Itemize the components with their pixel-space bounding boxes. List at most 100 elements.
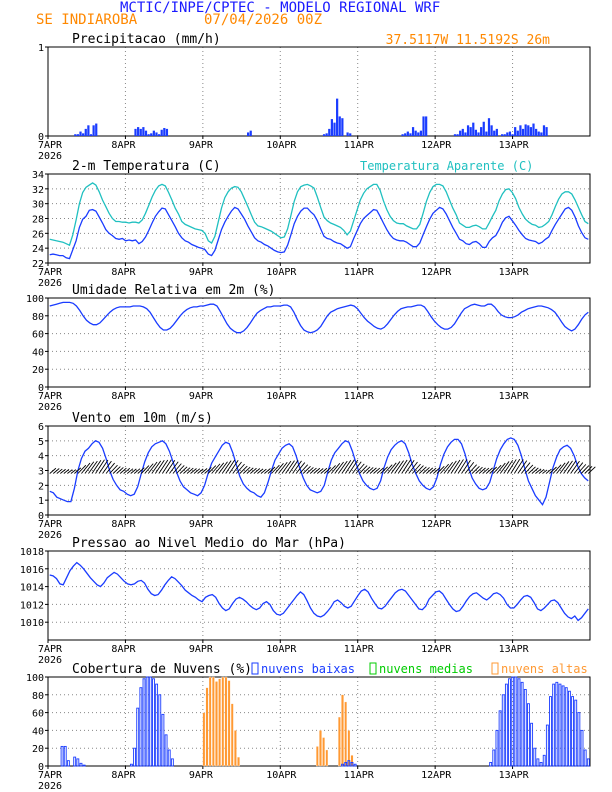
wind-arrow <box>337 460 348 474</box>
precip-bar <box>325 133 328 136</box>
high-cloud-bar <box>227 680 231 767</box>
wind-arrow <box>133 468 141 474</box>
year-label: 2026 <box>38 151 62 162</box>
precip-bar <box>155 132 158 136</box>
precip-bar <box>511 134 514 136</box>
y-tick-label: 100 <box>26 673 44 684</box>
wind-arrow <box>450 459 461 474</box>
wind-arrow <box>492 464 502 474</box>
y-tick-label: 3 <box>38 467 44 478</box>
y-tick-label: 80 <box>32 691 44 702</box>
x-tick-label: 7APR <box>38 140 63 151</box>
wind-arrow <box>570 460 580 474</box>
precip-bar <box>409 133 412 136</box>
legend-label: nuvens medias <box>379 662 473 676</box>
wind-arrow <box>418 466 427 474</box>
precip-bar <box>540 132 543 136</box>
precip-bar <box>95 123 98 136</box>
precip-bar <box>336 98 339 136</box>
header-run: 07/04/2026 00Z <box>204 12 323 28</box>
wind-arrow <box>584 466 593 474</box>
wind-arrow <box>218 461 228 474</box>
series-line <box>49 182 589 247</box>
x-tick-label: 9APR <box>189 770 214 781</box>
wind-arrow <box>563 460 573 474</box>
x-tick-label: 11APR <box>344 391 375 402</box>
y-tick-label: 80 <box>32 312 44 323</box>
x-tick-label: 9APR <box>189 140 214 151</box>
y-tick-label: 28 <box>32 215 44 226</box>
wind-arrow <box>436 466 445 474</box>
precip-bar <box>139 128 142 136</box>
wind-arrow <box>179 466 188 474</box>
low-cloud-bar <box>489 761 493 767</box>
wind-arrow <box>274 463 284 474</box>
wind-arrow <box>172 463 182 474</box>
precip-bar <box>527 125 530 136</box>
y-tick-label: 1 <box>38 496 44 507</box>
precip-bar <box>92 125 95 136</box>
wind-arrow <box>204 467 212 474</box>
precip-bar <box>477 132 480 136</box>
year-label: 2026 <box>38 530 62 541</box>
wind-arrow <box>521 462 531 474</box>
high-cloud-bar <box>315 746 319 767</box>
x-tick-label: 13APR <box>499 519 530 530</box>
y-tick-label: 1010 <box>20 618 44 629</box>
panel-frame <box>47 550 591 641</box>
low-cloud-bar <box>492 749 496 767</box>
precip-bar <box>545 127 548 136</box>
precip-bar <box>529 127 532 136</box>
high-cloud-bar <box>319 730 322 767</box>
low-cloud-bar <box>517 678 521 767</box>
low-cloud-bar <box>520 681 524 767</box>
precip-bar <box>532 123 535 136</box>
wind-arrow <box>394 460 404 474</box>
x-tick-label: 12APR <box>421 140 452 151</box>
y-tick-label: 0 <box>38 132 44 143</box>
low-cloud-bar <box>350 761 354 767</box>
precip-bar <box>508 131 512 136</box>
wind-arrow <box>580 465 590 474</box>
precip-bar <box>246 132 250 136</box>
series-line <box>49 301 589 334</box>
series-line <box>49 437 589 506</box>
wind-arrow <box>503 460 514 474</box>
wind-arrow <box>144 463 154 474</box>
wind-arrow <box>426 467 434 474</box>
wind-arrow <box>288 460 299 474</box>
wind-arrow <box>531 467 539 474</box>
precip-bar <box>322 134 326 136</box>
y-tick-label: 32 <box>32 185 44 196</box>
low-cloud-bar <box>527 703 530 767</box>
wind-arrow <box>200 468 208 474</box>
low-cloud-bar <box>523 689 527 767</box>
precip-bar <box>401 134 404 136</box>
x-tick-label: 10APR <box>266 140 297 151</box>
precip-bar <box>485 131 488 136</box>
precip-bar <box>404 133 407 136</box>
wind-arrow <box>130 468 137 474</box>
wind-arrow <box>176 465 185 474</box>
wind-arrow <box>457 459 468 474</box>
high-cloud-bar <box>341 694 344 767</box>
x-tick-label: 13APR <box>499 770 530 781</box>
low-cloud-bar <box>511 676 515 767</box>
wind-arrow <box>383 464 393 474</box>
low-cloud-bar <box>583 749 587 767</box>
x-tick-label: 11APR <box>344 519 375 530</box>
precip-bar <box>474 129 478 136</box>
wind-arrow <box>454 459 464 474</box>
y-tick-label: 6 <box>38 422 44 433</box>
panel-4 <box>45 425 596 518</box>
precip-bar <box>414 130 417 136</box>
precip-bar <box>165 128 169 136</box>
wind-arrow <box>549 466 557 474</box>
wind-arrow <box>235 463 245 474</box>
precip-bar <box>346 132 349 136</box>
low-cloud-bar <box>136 707 140 767</box>
wind-arrow <box>397 459 408 474</box>
low-cloud-bar <box>63 745 67 767</box>
x-tick-label: 7APR <box>38 519 63 530</box>
wind-arrow <box>243 466 251 474</box>
